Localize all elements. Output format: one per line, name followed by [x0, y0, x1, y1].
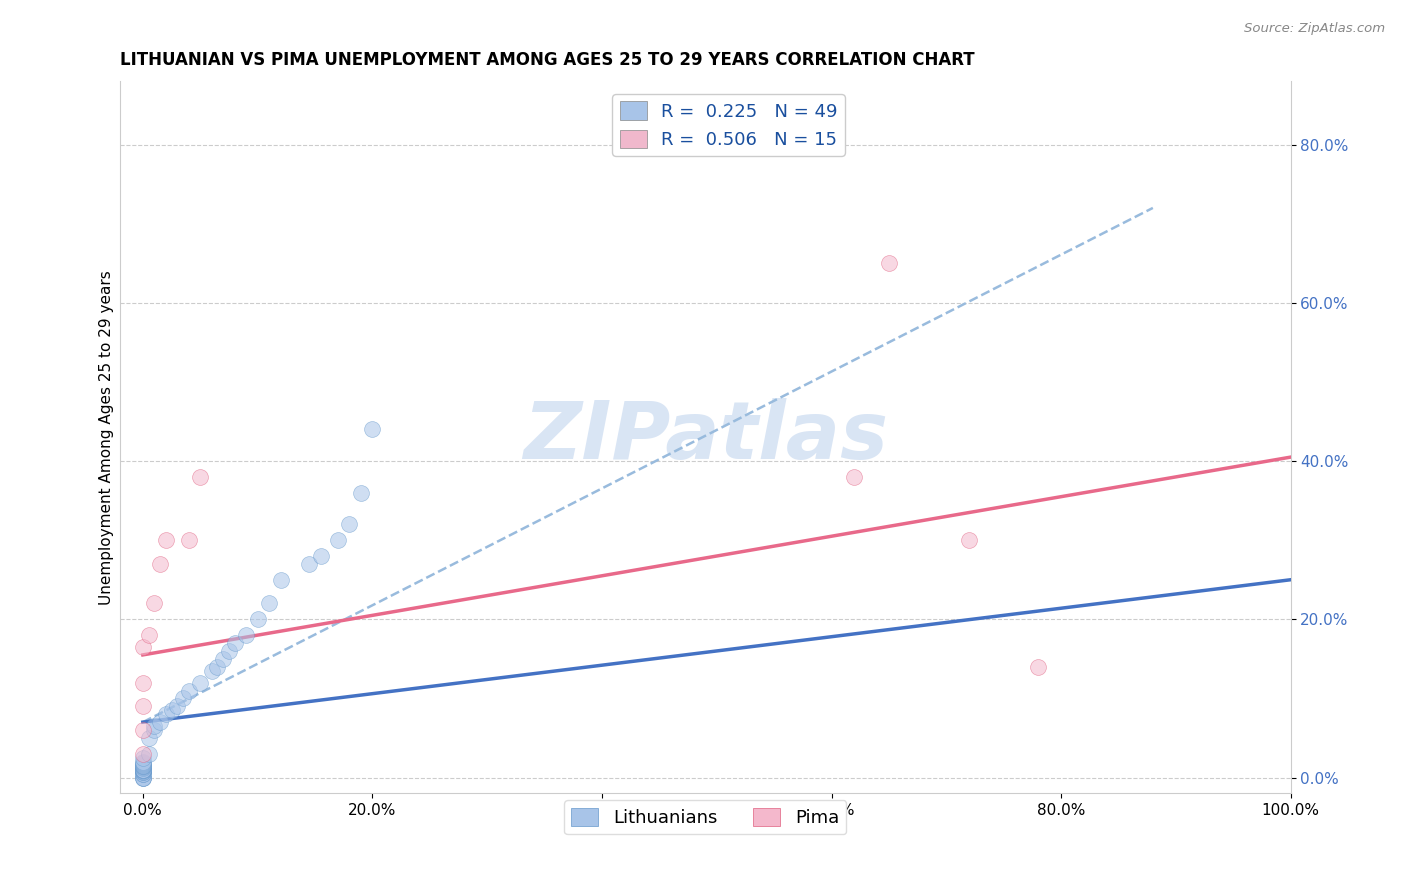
- Point: [132, 757, 155, 772]
- Point: [326, 533, 349, 548]
- Point: [270, 573, 292, 587]
- Point: [207, 660, 229, 674]
- Text: ZIPatlas: ZIPatlas: [523, 399, 887, 476]
- Point: [132, 766, 155, 780]
- Point: [132, 763, 155, 777]
- Point: [844, 470, 866, 484]
- Text: LITHUANIAN VS PIMA UNEMPLOYMENT AMONG AGES 25 TO 29 YEARS CORRELATION CHART: LITHUANIAN VS PIMA UNEMPLOYMENT AMONG AG…: [120, 51, 974, 69]
- Point: [132, 764, 155, 778]
- Point: [132, 747, 155, 761]
- Point: [132, 757, 155, 772]
- Point: [132, 699, 155, 714]
- Point: [132, 766, 155, 780]
- Point: [132, 763, 155, 777]
- Point: [177, 683, 200, 698]
- Point: [257, 597, 280, 611]
- Point: [172, 691, 194, 706]
- Point: [350, 485, 373, 500]
- Y-axis label: Unemployment Among Ages 25 to 29 years: Unemployment Among Ages 25 to 29 years: [100, 270, 114, 605]
- Text: Source: ZipAtlas.com: Source: ZipAtlas.com: [1244, 22, 1385, 36]
- Point: [132, 760, 155, 774]
- Point: [132, 771, 155, 785]
- Point: [138, 628, 160, 642]
- Point: [155, 707, 177, 722]
- Point: [143, 723, 166, 737]
- Point: [132, 758, 155, 772]
- Point: [132, 764, 155, 779]
- Point: [339, 517, 361, 532]
- Point: [309, 549, 332, 563]
- Point: [188, 470, 211, 484]
- Point: [132, 640, 155, 654]
- Point: [132, 764, 155, 779]
- Point: [246, 612, 269, 626]
- Point: [188, 675, 211, 690]
- Point: [166, 699, 188, 714]
- Point: [132, 763, 155, 777]
- Point: [235, 628, 257, 642]
- Point: [138, 731, 160, 745]
- Point: [361, 422, 384, 436]
- Point: [132, 756, 155, 771]
- Point: [132, 750, 155, 764]
- Point: [877, 256, 900, 270]
- Point: [132, 758, 155, 772]
- Point: [212, 652, 235, 666]
- Point: [218, 644, 240, 658]
- Point: [143, 597, 166, 611]
- Point: [149, 557, 172, 571]
- Point: [201, 664, 224, 678]
- Point: [298, 557, 321, 571]
- Point: [155, 533, 177, 548]
- Point: [132, 771, 155, 785]
- Point: [132, 758, 155, 772]
- Point: [160, 703, 183, 717]
- Legend: Lithuanians, Pima: Lithuanians, Pima: [564, 800, 846, 834]
- Point: [177, 533, 200, 548]
- Point: [143, 719, 166, 733]
- Point: [149, 715, 172, 730]
- Point: [132, 763, 155, 777]
- Point: [132, 723, 155, 737]
- Point: [132, 755, 155, 769]
- Point: [224, 636, 246, 650]
- Point: [132, 771, 155, 785]
- Point: [132, 764, 155, 779]
- Point: [957, 533, 980, 548]
- Point: [138, 747, 160, 761]
- Point: [132, 761, 155, 775]
- Point: [1026, 660, 1049, 674]
- Point: [132, 675, 155, 690]
